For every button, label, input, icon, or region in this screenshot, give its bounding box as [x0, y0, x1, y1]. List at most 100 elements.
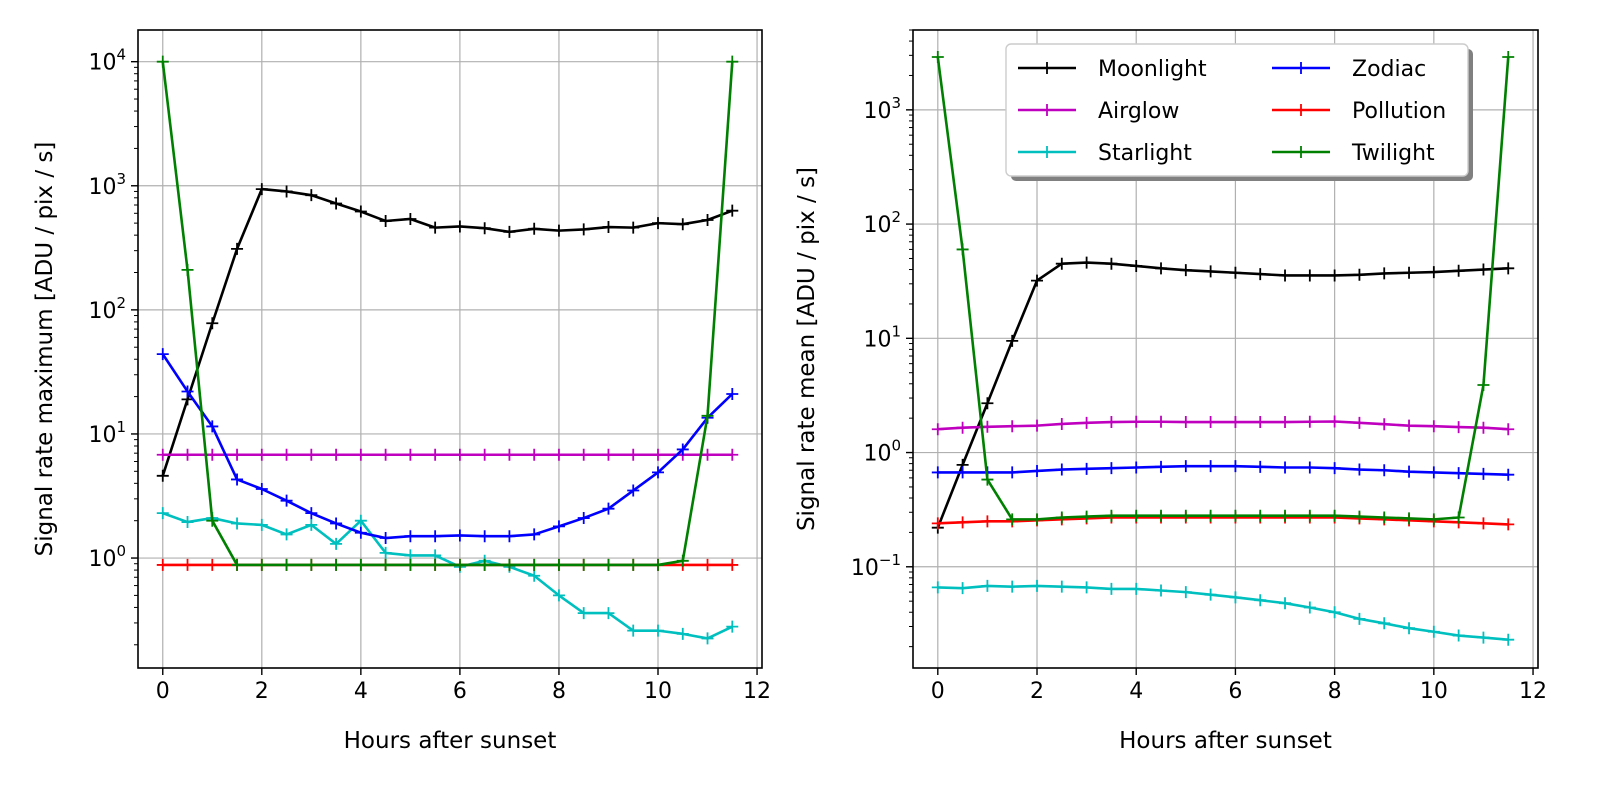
x-tick-label: 2 [1030, 679, 1044, 704]
data-point [627, 221, 640, 234]
data-point [627, 484, 640, 497]
series-line-zodiac [161, 353, 734, 540]
data-point [528, 448, 541, 461]
legend-marker [1041, 146, 1053, 158]
y-tick-label: 103 [88, 170, 126, 200]
data-point [1427, 266, 1440, 279]
y-tick-label: 102 [863, 208, 901, 238]
series-pollution [931, 511, 1515, 531]
data-point [552, 520, 565, 533]
data-point [1105, 509, 1118, 522]
legend: Moonlight Airglow Starlight Zodiac Pollution… [1005, 43, 1473, 181]
data-point [231, 448, 244, 461]
data-point [577, 607, 590, 620]
data-point [552, 448, 565, 461]
data-point [1279, 509, 1292, 522]
legend-label: Zodiac [1352, 57, 1426, 82]
data-point [1179, 264, 1192, 277]
data-point [404, 448, 417, 461]
x-axis-label: Hours after sunset [344, 728, 557, 754]
data-point [1452, 467, 1465, 480]
data-point [1427, 420, 1440, 433]
data-point [1006, 513, 1019, 526]
x-tick-label: 4 [354, 679, 368, 704]
data-point [1006, 466, 1019, 479]
data-point [1080, 510, 1093, 523]
data-point [726, 55, 739, 68]
data-point [156, 348, 169, 361]
data-point [255, 483, 268, 496]
data-point [1179, 509, 1192, 522]
data-point [1452, 511, 1465, 524]
legend-label: Moonlight [1098, 57, 1207, 82]
series-line-twilight [161, 61, 734, 567]
data-point [1155, 262, 1168, 275]
data-point [1105, 462, 1118, 475]
data-point [1353, 416, 1366, 429]
data-point [1204, 588, 1217, 601]
data-point [1031, 513, 1044, 526]
data-point [1477, 379, 1490, 392]
data-point [1477, 517, 1490, 530]
series-twilight [931, 51, 1515, 526]
data-point [404, 212, 417, 225]
data-point [305, 448, 318, 461]
data-point [1303, 415, 1316, 428]
data-point [429, 530, 442, 543]
data-point [1427, 466, 1440, 479]
data-point [1353, 510, 1366, 523]
data-point [1031, 419, 1044, 432]
axes-frame [137, 29, 763, 669]
data-point [206, 317, 219, 330]
data-point [528, 528, 541, 541]
data-point [627, 448, 640, 461]
data-point [1279, 597, 1292, 610]
data-point [404, 558, 417, 571]
data-point [1403, 419, 1416, 432]
data-point [181, 516, 194, 529]
data-point [528, 222, 541, 235]
data-point [577, 448, 590, 461]
data-point [404, 530, 417, 543]
legend-item-twilight: Twilight [1272, 141, 1435, 166]
data-point [1105, 582, 1118, 595]
data-point [354, 526, 367, 539]
data-point [552, 589, 565, 602]
data-point [206, 420, 219, 433]
data-point [280, 528, 293, 541]
data-point [528, 558, 541, 571]
y-tick-label: 104 [88, 46, 126, 76]
data-point [981, 579, 994, 592]
y-axis-label: Signal rate maximum [ADU / pix / s] [32, 142, 58, 557]
legend-item-starlight: Starlight [1018, 141, 1192, 166]
data-point [528, 569, 541, 582]
data-point [305, 189, 318, 202]
data-point [305, 518, 318, 531]
data-point [379, 558, 392, 571]
data-point [1055, 580, 1068, 593]
data-point [280, 185, 293, 198]
data-point [1254, 460, 1267, 473]
data-point [652, 466, 664, 479]
data-point [453, 220, 466, 233]
legend-marker [1041, 62, 1053, 74]
data-point [330, 537, 343, 550]
data-point [1477, 467, 1490, 480]
data-point [1403, 512, 1416, 525]
plot-area [931, 51, 1515, 646]
data-point [255, 448, 268, 461]
data-point [330, 448, 343, 461]
data-point [726, 558, 739, 571]
data-point [429, 221, 442, 234]
data-point [1427, 513, 1440, 526]
series-airglow [156, 448, 739, 461]
data-point [1130, 415, 1143, 428]
data-point [1502, 518, 1515, 531]
data-point [231, 242, 244, 255]
data-point [1279, 416, 1292, 429]
data-point [1477, 421, 1490, 434]
data-point [652, 624, 664, 637]
data-point [1080, 462, 1093, 475]
data-point [701, 558, 714, 571]
data-point [652, 448, 664, 461]
